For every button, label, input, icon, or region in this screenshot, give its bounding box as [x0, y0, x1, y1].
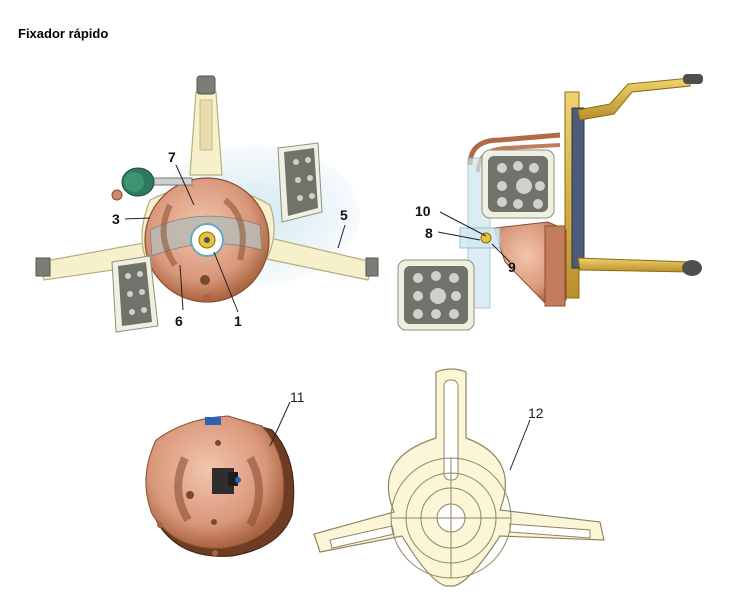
callout-5: 5	[340, 207, 348, 223]
callout-10: 10	[415, 203, 431, 219]
clamp-knob	[111, 167, 193, 201]
left-arm-tip	[35, 257, 51, 277]
target-pad-upper-right	[277, 142, 323, 223]
three-arm-plate: 12	[313, 368, 605, 587]
page-title: Fixador rápido	[18, 26, 109, 41]
right-arm-tip	[365, 257, 379, 277]
callout-8: 8	[425, 225, 433, 241]
target-pad-lower-left	[111, 255, 159, 333]
lower-gold-arm	[577, 257, 691, 273]
upper-gold-arm	[577, 77, 691, 121]
front-view-assembly: 7 3 5 6 1	[35, 75, 379, 333]
side-target-upper	[481, 149, 555, 219]
callout-7: 7	[168, 149, 176, 165]
callout-11: 11	[290, 389, 305, 405]
callout-6: 6	[175, 313, 183, 329]
side-view-assembly: 10 8 9	[397, 74, 703, 331]
top-arm-tip	[196, 75, 216, 95]
callout-12: 12	[528, 405, 544, 421]
callout-3: 3	[112, 211, 120, 227]
copper-clamp-disc: 11	[145, 389, 305, 557]
callout-1: 1	[234, 313, 242, 329]
callout-9: 9	[508, 259, 516, 275]
side-target-lower	[397, 259, 475, 331]
